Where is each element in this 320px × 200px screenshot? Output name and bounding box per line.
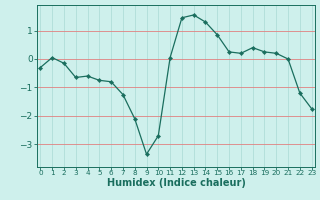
X-axis label: Humidex (Indice chaleur): Humidex (Indice chaleur)	[107, 178, 245, 188]
